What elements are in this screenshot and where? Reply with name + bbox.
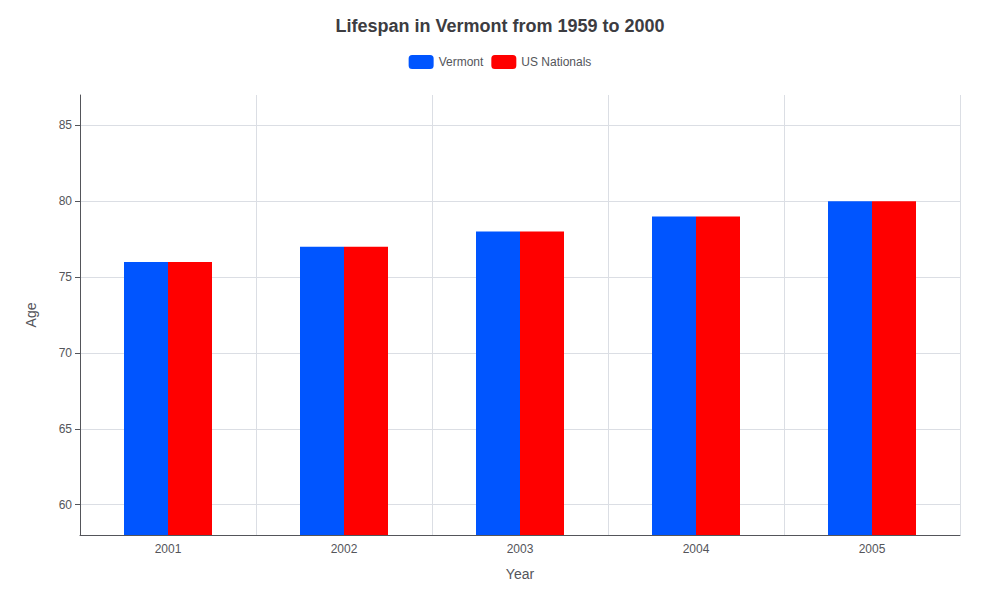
svg-text:2004: 2004 [683, 542, 710, 556]
svg-text:2003: 2003 [507, 542, 534, 556]
svg-text:2001: 2001 [155, 542, 182, 556]
svg-text:Year: Year [506, 566, 535, 582]
svg-text:75: 75 [59, 270, 73, 284]
svg-text:Age: Age [23, 302, 39, 327]
svg-text:Lifespan in Vermont from 1959: Lifespan in Vermont from 1959 to 2000 [335, 16, 664, 36]
svg-text:65: 65 [59, 422, 73, 436]
svg-text:2002: 2002 [331, 542, 358, 556]
svg-text:US Nationals: US Nationals [521, 55, 591, 69]
svg-text:Vermont: Vermont [439, 55, 484, 69]
svg-text:60: 60 [59, 498, 73, 512]
svg-text:85: 85 [59, 118, 73, 132]
svg-text:70: 70 [59, 346, 73, 360]
svg-text:2005: 2005 [859, 542, 886, 556]
svg-text:80: 80 [59, 194, 73, 208]
